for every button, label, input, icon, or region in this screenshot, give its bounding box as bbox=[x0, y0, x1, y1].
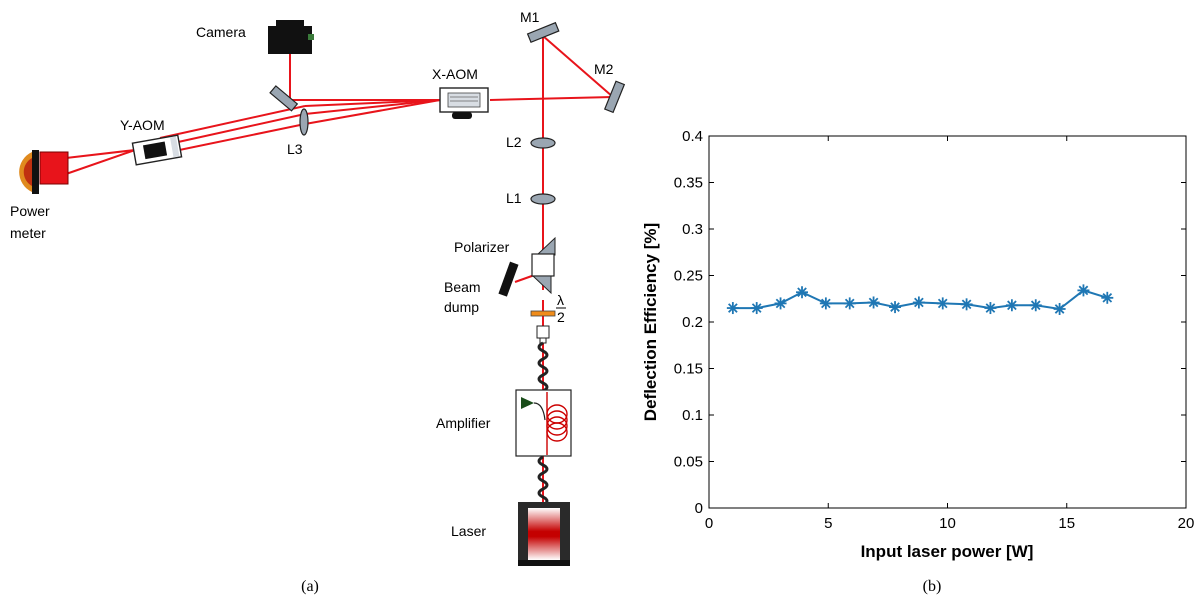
data-point bbox=[1005, 299, 1018, 312]
mirror-icon bbox=[269, 85, 299, 112]
x-aom-icon bbox=[439, 87, 489, 119]
mirror-m1-icon bbox=[526, 21, 560, 44]
polarizer-label: Polarizer bbox=[454, 239, 510, 255]
x-tick-label: 20 bbox=[1178, 515, 1195, 532]
mirror-m2-icon bbox=[603, 80, 626, 114]
camera-label: Camera bbox=[196, 24, 246, 40]
data-point bbox=[1101, 291, 1114, 304]
data-point bbox=[889, 301, 902, 314]
lens-l2-label: L2 bbox=[506, 134, 522, 150]
y-aom-icon bbox=[131, 134, 183, 166]
power-meter-label-1: Power bbox=[10, 203, 50, 219]
deflection-efficiency-chart: 0 0.05 0.1 0.15 0.2 0.25 0.3 0.35 0.4 0 5 10 15 20 I… bbox=[641, 128, 1194, 561]
x-axis-ticks: 0 5 10 15 20 bbox=[705, 136, 1195, 532]
mirror-m2-label: M2 bbox=[594, 61, 614, 77]
panel-a-caption: (a) bbox=[301, 578, 319, 595]
y-tick-label: 0 bbox=[695, 500, 703, 517]
lens-l1-label: L1 bbox=[506, 190, 522, 206]
plot-area bbox=[708, 135, 1187, 509]
beam-dump-label-2: dump bbox=[444, 299, 479, 315]
x-tick-label: 0 bbox=[705, 515, 713, 532]
data-point bbox=[726, 302, 739, 315]
data-point bbox=[1077, 284, 1090, 297]
data-point bbox=[819, 297, 832, 310]
optical-setup-diagram: Camera L3 X-AOM Y-AOM Power bbox=[10, 9, 626, 566]
beam-dump-label-1: Beam bbox=[444, 279, 481, 295]
x-aom-label: X-AOM bbox=[432, 66, 478, 82]
beam-dump-icon bbox=[498, 261, 519, 297]
y-tick-label: 0.4 bbox=[682, 128, 703, 145]
lens-l2-icon bbox=[530, 137, 556, 149]
data-point bbox=[984, 302, 997, 315]
y-tick-label: 0.15 bbox=[674, 361, 703, 378]
y-tick-label: 0.05 bbox=[674, 454, 703, 471]
waveplate-two-label: 2 bbox=[557, 309, 565, 325]
x-tick-label: 5 bbox=[824, 515, 832, 532]
y-axis-label: Deflection Efficiency [%] bbox=[641, 223, 660, 421]
data-point bbox=[796, 286, 809, 299]
amplifier-icon bbox=[515, 389, 572, 457]
data-point bbox=[1053, 302, 1066, 315]
y-tick-label: 0.25 bbox=[674, 268, 703, 285]
lens-l3-label: L3 bbox=[287, 141, 303, 157]
x-axis-label: Input laser power [W] bbox=[861, 542, 1034, 561]
data-point bbox=[843, 297, 856, 310]
x-tick-label: 10 bbox=[939, 515, 956, 532]
panel-b-caption: (b) bbox=[923, 578, 942, 595]
y-aom-label: Y-AOM bbox=[120, 117, 165, 133]
waveplate-lambda-label: λ bbox=[557, 292, 564, 308]
power-meter-icon bbox=[19, 150, 69, 194]
y-tick-label: 0.35 bbox=[674, 175, 703, 192]
amplifier-label: Amplifier bbox=[436, 415, 491, 431]
laser-icon bbox=[518, 502, 570, 566]
y-tick-label: 0.3 bbox=[682, 221, 703, 238]
data-point bbox=[750, 302, 763, 315]
data-point bbox=[936, 297, 949, 310]
data-point bbox=[1029, 299, 1042, 312]
data-point bbox=[774, 297, 787, 310]
fiber-connector-icon bbox=[536, 325, 550, 344]
x-tick-label: 15 bbox=[1058, 515, 1075, 532]
data-point bbox=[867, 296, 880, 309]
lens-l3-icon bbox=[299, 108, 309, 136]
laser-beam-paths bbox=[65, 35, 614, 510]
camera-icon bbox=[268, 20, 314, 54]
polarizer-icon bbox=[531, 236, 556, 295]
laser-label: Laser bbox=[451, 523, 486, 539]
mirror-m1-label: M1 bbox=[520, 9, 540, 25]
lens-l1-icon bbox=[530, 193, 556, 205]
fiber-coil-lower-icon bbox=[537, 455, 549, 508]
y-axis-ticks: 0 0.05 0.1 0.15 0.2 0.25 0.3 0.35 0.4 bbox=[674, 128, 1186, 517]
half-waveplate-icon bbox=[530, 310, 556, 317]
power-meter-label-2: meter bbox=[10, 225, 46, 241]
y-tick-label: 0.2 bbox=[682, 314, 703, 331]
series-points bbox=[726, 284, 1114, 315]
data-point bbox=[912, 296, 925, 309]
y-tick-label: 0.1 bbox=[682, 407, 703, 424]
data-point bbox=[960, 298, 973, 311]
